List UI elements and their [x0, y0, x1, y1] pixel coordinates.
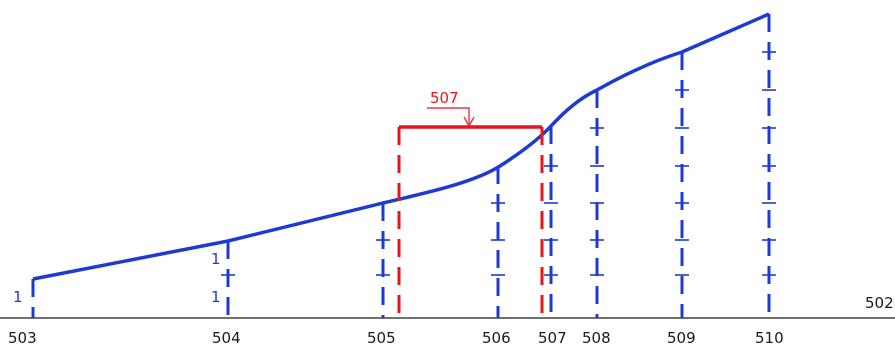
station-tick-labels: 503 504 505 506 507 508 509 510: [8, 329, 784, 347]
station-label-504: 504: [212, 329, 241, 347]
profile-curve: [32, 12, 770, 281]
highlight-arrowhead: [463, 116, 475, 128]
side-label-504-lower: 1: [211, 288, 221, 306]
station-510: [762, 14, 776, 318]
station-lines: [31, 14, 776, 318]
station-label-503: 503: [8, 329, 37, 347]
station-label-507: 507: [538, 329, 567, 347]
station-506: [491, 166, 505, 318]
station-505: [376, 203, 390, 318]
station-label-508: 508: [582, 329, 611, 347]
station-label-509: 509: [667, 329, 696, 347]
station-label-505: 505: [367, 329, 396, 347]
side-label-504-upper: 1: [211, 250, 221, 268]
highlight-label: 507: [430, 89, 459, 107]
station-504: [221, 241, 235, 318]
station-507: [544, 126, 558, 318]
highlight-frame: 507: [397, 89, 544, 318]
station-509: [675, 52, 689, 318]
side-label-503: 1: [13, 288, 23, 306]
station-508: [590, 90, 604, 318]
station-label-506: 506: [482, 329, 511, 347]
baseline-label: 502: [865, 294, 894, 312]
station-label-510: 510: [755, 329, 784, 347]
highlight-leader-line: [427, 107, 470, 124]
